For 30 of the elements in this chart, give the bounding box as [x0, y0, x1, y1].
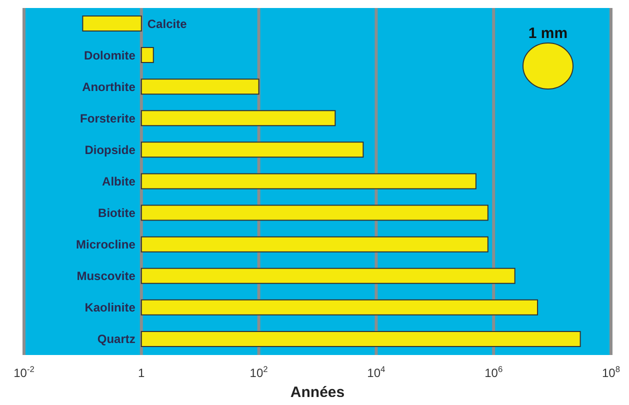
- y-tick-label: Dolomite: [84, 48, 136, 62]
- bar: [140, 173, 476, 190]
- bar: [140, 268, 516, 284]
- x-tick-label: 10$^{4}$: [367, 364, 386, 380]
- y-tick-label: Calcite: [147, 16, 188, 31]
- y-tick-label: Albite: [102, 174, 136, 188]
- x-axis-title: Années: [290, 384, 345, 401]
- bar: [82, 16, 142, 32]
- annotation: 1 mm: [528, 25, 568, 42]
- y-tick-label: Quartz: [97, 332, 136, 346]
- bar: [140, 330, 581, 347]
- x-tick-label: 10$^{6}$: [484, 364, 503, 380]
- bar: [140, 47, 154, 64]
- bar: [140, 78, 260, 95]
- y-tick-label: Biotite: [98, 206, 136, 220]
- y-tick-label: Muscovite: [76, 269, 136, 284]
- bar: [140, 236, 488, 252]
- bar: [140, 299, 538, 316]
- x-tick-label: 10$^{8}$: [602, 364, 620, 380]
- x-tick-label: 10$^{-2}$: [14, 364, 35, 380]
- x-tick-label: 1: [138, 366, 146, 380]
- y-tick-label: Anorthite: [82, 80, 136, 94]
- y-tick-label: Microcline: [76, 238, 136, 252]
- y-tick-label: Kaolinite: [84, 300, 136, 315]
- y-tick-label: Diopside: [84, 142, 136, 157]
- bar: [140, 142, 364, 158]
- bar: [140, 204, 488, 221]
- x-tick-label: 10$^{2}$: [250, 364, 268, 380]
- bar: [140, 110, 336, 126]
- y-tick-label: Forsterite: [80, 111, 136, 126]
